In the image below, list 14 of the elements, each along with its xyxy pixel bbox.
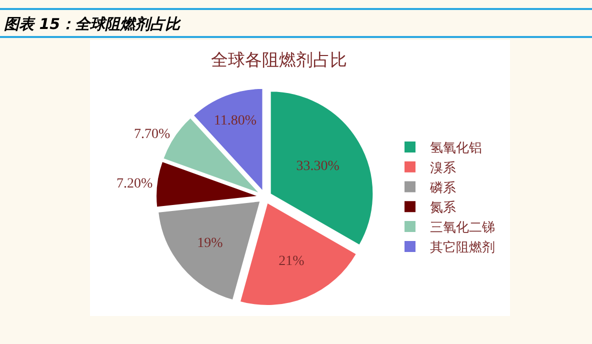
legend-label: 磷系 xyxy=(429,180,456,196)
data-label: 11.80% xyxy=(214,113,257,128)
data-label: 7.20% xyxy=(116,176,154,192)
data-label: 21% xyxy=(278,254,305,270)
legend-label: 氢氧化铝 xyxy=(430,141,482,156)
data-label: 33.30% xyxy=(296,158,340,174)
legend-label: 氮系 xyxy=(430,200,456,216)
legend-label: 其它阻燃剂 xyxy=(430,240,495,256)
legend-label: 溴系 xyxy=(430,160,456,176)
data-label: 19% xyxy=(197,236,224,252)
data-label: 7.70% xyxy=(134,126,171,142)
chart-title: 图表 15：全球阻燃剂占比 xyxy=(0,8,592,38)
chart-subtitle: 全球各阻燃剂占比 xyxy=(211,50,347,71)
legend-label: 三氧化二锑 xyxy=(430,220,495,236)
